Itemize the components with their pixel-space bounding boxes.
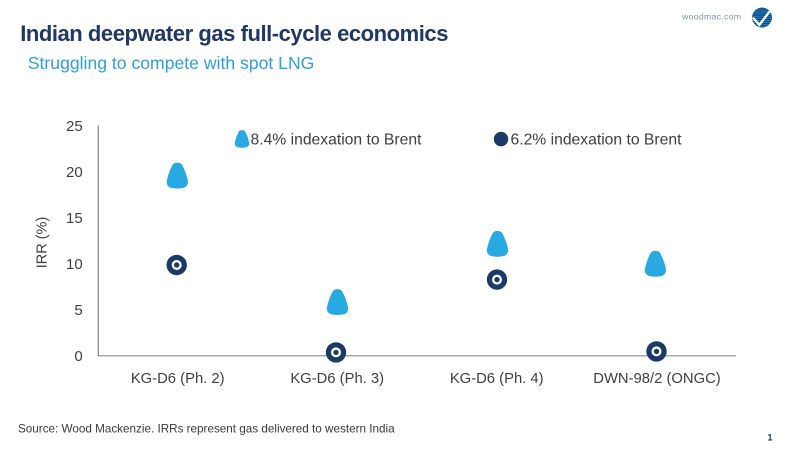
- svg-text:Source: Wood Mackenzie. IRRs r: Source: Wood Mackenzie. IRRs represent g…: [18, 423, 395, 436]
- svg-text:0: 0: [74, 348, 82, 365]
- svg-text:8.4% indexation to Brent: 8.4% indexation to Brent: [251, 131, 423, 148]
- svg-text:Indian deepwater gas full-cycl: Indian deepwater gas full-cycle economic…: [20, 21, 448, 46]
- svg-text:6.2% indexation to Brent: 6.2% indexation to Brent: [511, 131, 683, 148]
- svg-text:25: 25: [66, 118, 83, 135]
- svg-text:1: 1: [767, 432, 772, 442]
- svg-text:IRR (%): IRR (%): [34, 217, 50, 269]
- svg-text:Struggling to compete with spo: Struggling to compete with spot LNG: [28, 53, 315, 73]
- svg-text:woodmac.com: woodmac.com: [681, 12, 741, 22]
- svg-text:KG-D6 (Ph. 3): KG-D6 (Ph. 3): [290, 371, 384, 387]
- svg-text:20: 20: [66, 164, 83, 181]
- svg-text:15: 15: [66, 210, 83, 227]
- svg-text:DWN-98/2 (ONGC): DWN-98/2 (ONGC): [593, 371, 720, 387]
- svg-text:KG-D6 (Ph. 4): KG-D6 (Ph. 4): [450, 371, 544, 387]
- svg-text:5: 5: [74, 302, 82, 319]
- svg-text:10: 10: [66, 256, 83, 273]
- svg-text:KG-D6 (Ph. 2): KG-D6 (Ph. 2): [131, 371, 225, 387]
